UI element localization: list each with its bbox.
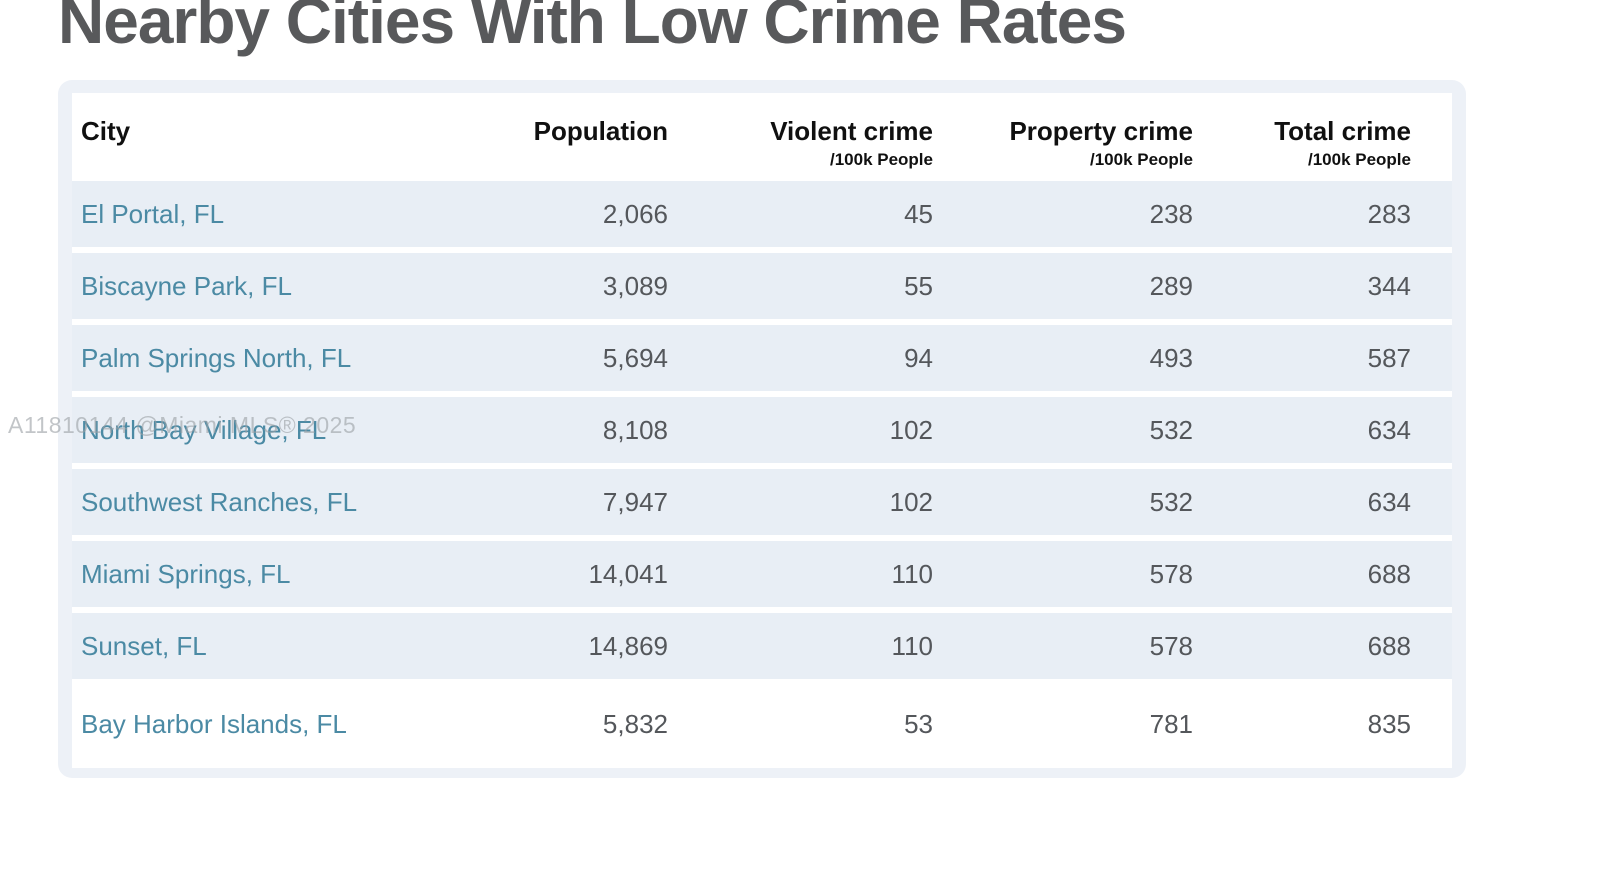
- population-value: 14,869: [588, 630, 668, 661]
- column-label: Total crime: [1274, 116, 1411, 146]
- table-row: Palm Springs North, FL 5,694 94 493 587: [72, 325, 1452, 391]
- population-value: 14,041: [588, 558, 668, 589]
- crime-table: City Population Violent crime /100k Peop…: [72, 93, 1452, 768]
- violent-crime-value: 102: [889, 486, 933, 517]
- city-link[interactable]: Palm Springs North, FL: [81, 342, 352, 373]
- column-label: Property crime: [1009, 116, 1193, 146]
- violent-crime-value: 55: [904, 270, 933, 301]
- violent-crime-value: 45: [904, 198, 933, 229]
- violent-crime-value: 94: [904, 342, 933, 373]
- violent-crime-value: 110: [891, 558, 933, 589]
- total-crime-value: 634: [1367, 414, 1411, 445]
- property-crime-value: 493: [1149, 342, 1193, 373]
- table-row: Southwest Ranches, FL 7,947 102 532 634: [72, 469, 1452, 535]
- total-crime-value: 688: [1367, 630, 1411, 661]
- violent-crime-value: 53: [904, 708, 933, 739]
- city-link[interactable]: Sunset, FL: [81, 630, 207, 661]
- table-row: Biscayne Park, FL 3,089 55 289 344: [72, 253, 1452, 319]
- property-crime-value: 578: [1149, 558, 1193, 589]
- population-value: 3,089: [602, 270, 668, 301]
- total-crime-value: 835: [1367, 708, 1411, 739]
- property-crime-value: 289: [1149, 270, 1193, 301]
- violent-crime-value: 102: [889, 414, 933, 445]
- property-crime-value: 532: [1149, 486, 1193, 517]
- city-link[interactable]: Southwest Ranches, FL: [81, 486, 358, 517]
- crime-table-card: City Population Violent crime /100k Peop…: [58, 80, 1466, 778]
- table-header-row: City Population Violent crime /100k Peop…: [72, 93, 1452, 181]
- population-value: 2,066: [602, 198, 668, 229]
- table-row: Bay Harbor Islands, FL 5,832 53 781 835: [72, 685, 1452, 763]
- city-link[interactable]: North Bay Village, FL: [81, 414, 327, 445]
- total-crime-value: 587: [1367, 342, 1411, 373]
- property-crime-value: 532: [1149, 414, 1193, 445]
- column-header-property-crime: Property crime /100k People: [933, 93, 1193, 181]
- table-row: North Bay Village, FL 8,108 102 532 634: [72, 397, 1452, 463]
- property-crime-value: 238: [1149, 198, 1193, 229]
- column-header-city: City: [72, 93, 400, 181]
- city-link[interactable]: El Portal, FL: [81, 198, 225, 229]
- column-sublabel: /100k People: [1307, 149, 1411, 169]
- column-label: Violent crime: [770, 116, 933, 146]
- column-header-total-crime: Total crime /100k People: [1193, 93, 1452, 181]
- column-label: Population: [533, 116, 668, 146]
- violent-crime-value: 110: [891, 630, 933, 661]
- column-header-violent-crime: Violent crime /100k People: [668, 93, 933, 181]
- table-row: Miami Springs, FL 14,041 110 578 688: [72, 541, 1452, 607]
- column-sublabel: /100k People: [829, 149, 933, 169]
- total-crime-value: 688: [1367, 558, 1411, 589]
- total-crime-value: 634: [1367, 486, 1411, 517]
- table-row: El Portal, FL 2,066 45 238 283: [72, 181, 1452, 247]
- property-crime-value: 578: [1149, 630, 1193, 661]
- city-link[interactable]: Bay Harbor Islands, FL: [81, 708, 347, 739]
- column-label: City: [81, 116, 131, 146]
- total-crime-value: 283: [1367, 198, 1411, 229]
- page-title: Nearby Cities With Low Crime Rates: [58, 0, 1127, 57]
- column-sublabel: /100k People: [1089, 149, 1193, 169]
- city-link[interactable]: Miami Springs, FL: [81, 558, 291, 589]
- population-value: 5,832: [602, 708, 668, 739]
- total-crime-value: 344: [1367, 270, 1411, 301]
- city-link[interactable]: Biscayne Park, FL: [81, 270, 292, 301]
- property-crime-value: 781: [1149, 708, 1193, 739]
- population-value: 8,108: [602, 414, 668, 445]
- population-value: 5,694: [602, 342, 668, 373]
- table-row: Sunset, FL 14,869 110 578 688: [72, 613, 1452, 679]
- population-value: 7,947: [602, 486, 668, 517]
- column-header-population: Population: [400, 93, 668, 181]
